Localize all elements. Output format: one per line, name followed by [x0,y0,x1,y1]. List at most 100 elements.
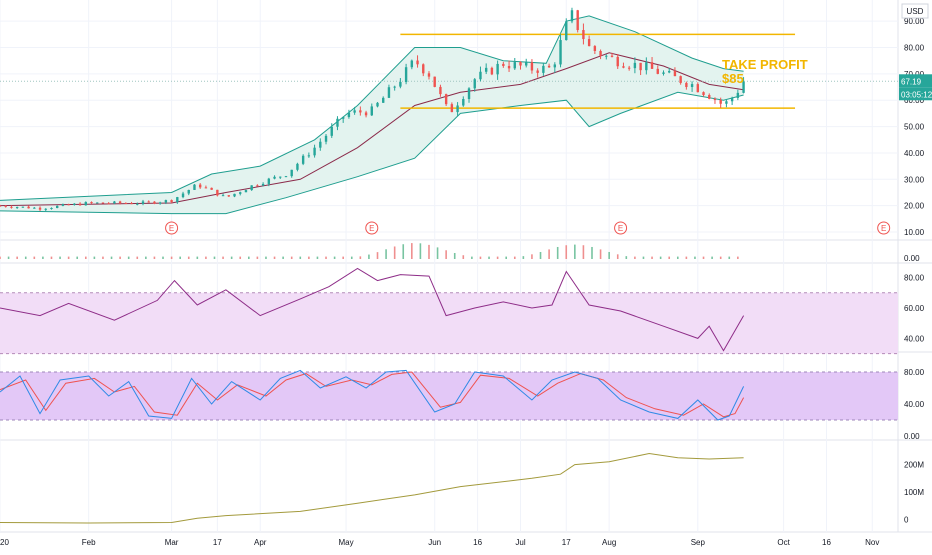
candle-body [290,169,293,177]
price-tick-label: 20.00 [904,202,925,211]
candle-body [679,76,682,83]
candle-body [553,64,557,68]
candle-body [273,176,276,179]
candle-body [387,87,391,98]
volume-bar [42,256,44,259]
volume-bar [299,256,302,259]
candle-body [696,84,700,93]
volume-bar [539,251,542,259]
currency-box [901,3,929,19]
price-tick-label: 60.00 [904,96,925,105]
volume-bar [342,256,344,259]
volume-bar [76,256,79,259]
volume-bar [196,256,199,259]
candle-body [593,46,597,52]
volume-bar [436,247,439,259]
rsi-tick-label: 60.00 [904,304,925,313]
volume-bar [676,256,679,259]
volume-bar [574,244,576,259]
candle-body [484,67,488,72]
volume-bar [33,256,36,259]
candle-body [164,200,168,203]
volume-bar [222,256,224,259]
stoch-k-line [0,369,745,421]
obv-tick-label: 200M [904,461,924,470]
volume-bar [230,256,233,259]
candle-body [239,192,242,194]
candle-body [467,88,471,100]
candle-body [10,206,13,208]
volume-bar [119,256,121,259]
stoch-band-fill [0,372,898,420]
candle-body [702,92,705,96]
candle-body [113,201,116,204]
candle-body [444,94,448,105]
candle-body [713,98,717,101]
volume-bar [393,246,396,259]
time-axis-label: Mar [165,538,179,547]
candle-body [50,207,53,209]
candle-body [690,84,694,87]
candle-body [244,190,248,193]
candle-body [153,201,156,204]
candle-body [313,147,316,156]
volume-bar [737,256,739,259]
candle-body [307,155,311,157]
candle-body [210,187,213,190]
candle-body [393,86,396,88]
candle-body [279,176,282,178]
volume-bar [0,256,1,259]
candle-body [101,202,105,204]
earnings-marker-icon [365,221,379,235]
volume-bar [308,256,310,259]
candle-body [187,189,190,194]
candle-body [301,155,305,164]
volume-bar [187,256,190,259]
candle-body [479,71,482,80]
volume-bar [668,256,671,259]
earnings-marker-icon [877,221,891,235]
candle-body [73,203,76,206]
candle-body [570,10,574,22]
candle-body [44,208,47,210]
volume-bar [239,256,242,259]
candle-body [61,204,65,206]
volume-bar [522,256,525,259]
volume-bar [659,256,662,259]
volume-bar [179,256,181,259]
candle-body [547,65,551,68]
price-tick-label: 30.00 [904,175,925,184]
obv-line [0,452,744,524]
candle-body [542,65,545,73]
rsi-band-fill [0,292,898,354]
candle-body [633,62,637,69]
obv-tick-label: 0 [904,516,909,525]
volume-bar [608,251,610,259]
volume-bar [651,256,653,259]
earnings-marker-icon [614,221,628,235]
volume-bar [634,256,636,259]
volume-bar [290,256,293,259]
candle-body [4,205,7,207]
candle-body [364,112,368,116]
stoch-d-line [0,371,745,418]
obv-tick-label: 100M [904,488,924,497]
candle-body [324,135,328,142]
candle-body [21,206,25,208]
time-axis-label: 2020 [0,538,9,547]
candle-body [118,201,122,204]
candle-body [530,62,534,71]
volume-bar [599,249,602,259]
candle-body [656,68,659,74]
candle-body [742,81,745,93]
candle-body [216,189,219,196]
candle-body [221,195,225,197]
volume-bar [145,256,147,259]
volume-bar [205,256,207,259]
candle-body [359,110,362,113]
candle-body [382,97,385,103]
candle-body [198,184,202,188]
time-axis-label: Oct [777,538,790,547]
candle-body [55,205,59,208]
volume-tick-label: 0.00 [904,254,920,263]
